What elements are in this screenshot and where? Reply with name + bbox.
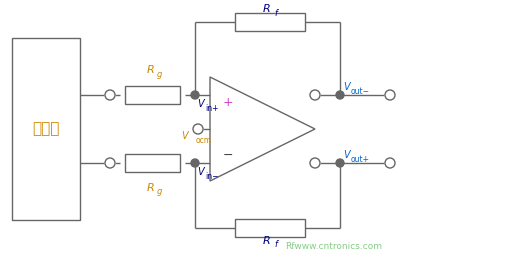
Text: 信号源: 信号源 <box>32 122 60 136</box>
Circle shape <box>191 159 199 167</box>
Bar <box>125 86 180 104</box>
Circle shape <box>191 91 199 99</box>
Bar <box>235 219 305 237</box>
Circle shape <box>193 124 203 134</box>
Circle shape <box>105 90 115 100</box>
Text: V: V <box>343 150 350 160</box>
Text: −: − <box>223 149 233 162</box>
Circle shape <box>385 158 395 168</box>
Text: R: R <box>147 65 154 75</box>
Text: g: g <box>157 187 162 196</box>
Circle shape <box>105 158 115 168</box>
Text: in−: in− <box>205 172 219 181</box>
Text: Rfwww.cntronics.com: Rfwww.cntronics.com <box>285 242 382 251</box>
Bar <box>12 38 80 220</box>
Text: out+: out+ <box>351 155 370 164</box>
Text: in+: in+ <box>205 104 219 113</box>
Circle shape <box>336 159 344 167</box>
Bar <box>235 13 305 31</box>
Text: V: V <box>181 131 188 141</box>
Text: V: V <box>197 167 204 177</box>
Text: g: g <box>157 70 162 79</box>
Text: out−: out− <box>351 87 370 96</box>
Text: f: f <box>275 240 278 249</box>
Bar <box>125 154 180 172</box>
Circle shape <box>385 90 395 100</box>
Text: f: f <box>275 9 278 18</box>
Circle shape <box>310 158 320 168</box>
Text: V: V <box>197 99 204 109</box>
Text: V: V <box>343 82 350 92</box>
Text: R: R <box>147 183 154 193</box>
Text: R: R <box>263 4 271 14</box>
Circle shape <box>336 91 344 99</box>
Text: +: + <box>223 96 234 109</box>
Text: R: R <box>263 236 271 246</box>
Circle shape <box>310 90 320 100</box>
Text: ocm: ocm <box>196 136 212 145</box>
